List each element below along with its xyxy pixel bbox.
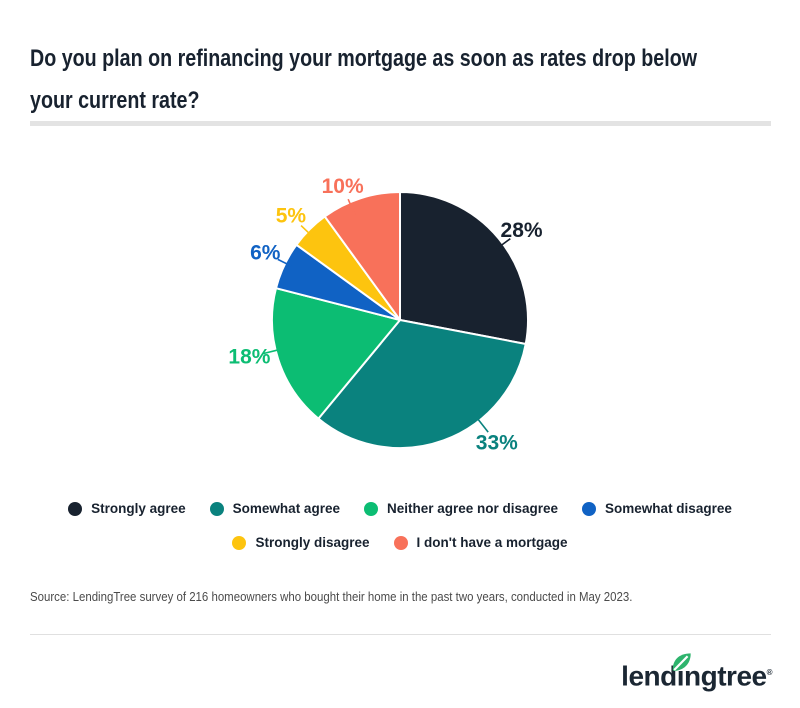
source-note: Source: LendingTree survey of 216 homeow… [30,589,633,604]
title-divider [30,121,771,126]
pie-slice-0 [399,191,529,345]
lendingtree-logo: lendingtree® [621,648,773,701]
legend-swatch-somewhat-disagree [582,501,597,516]
legend-swatch-no-mortgage [393,535,408,550]
pie-value-label-4: 5% [276,204,307,227]
legend-row-2: Strongly disagree I don't have a mortgag… [0,535,800,550]
registered-mark: ® [766,668,773,677]
pie-leader-1 [477,418,489,433]
pie-slice-5 [323,191,401,321]
legend-label: Somewhat agree [232,501,340,516]
pie-value-label-1: 33% [476,432,518,455]
legend-label: Somewhat disagree [605,501,732,516]
pie-value-label-0: 28% [501,219,543,242]
chart-title-line2: your current rate? [30,87,200,114]
lendingtree-wordmark: lendingtree® [621,648,773,701]
legend-swatch-strongly-disagree [232,535,247,550]
legend-item-no-mortgage: I don't have a mortgage [393,535,568,550]
legend-item-somewhat-agree: Somewhat agree [209,501,340,516]
pie-slice-2 [271,287,401,420]
legend-swatch-strongly-agree [68,501,83,516]
pie-value-label-5: 10% [322,175,364,198]
legend-label: I don't have a mortgage [416,535,568,550]
legend-item-strongly-disagree: Strongly disagree [232,535,370,550]
legend-label: Neither agree nor disagree [386,501,559,516]
leaf-icon [672,653,691,671]
pie-leader-2 [262,348,280,355]
legend-swatch-neither [363,501,378,516]
pie-leader-3 [277,258,294,268]
legend-label: Strongly disagree [255,535,370,550]
legend-item-somewhat-disagree: Somewhat disagree [582,501,732,516]
pie-leader-4 [300,225,314,238]
legend-item-neither: Neither agree nor disagree [363,501,559,516]
footer-divider [30,634,771,635]
legend-swatch-somewhat-agree [209,501,224,516]
legend-row-1: Strongly agree Somewhat agree Neither ag… [0,501,800,516]
legend-label: Strongly agree [91,501,186,516]
pie-chart: 28% 33% 18% 6% 5% 10% [228,175,543,455]
pie-leader-0 [496,238,511,250]
pie-value-label-2: 18% [228,345,270,368]
pie-value-label-3: 6% [250,242,281,265]
legend-item-strongly-agree: Strongly agree [68,501,186,516]
pie-leader-5 [347,198,356,216]
chart-title-line1: Do you plan on refinancing your mortgage… [30,45,698,72]
pie-slice-1 [317,319,527,449]
chart-title: Do you plan on refinancing your mortgage… [30,38,697,122]
